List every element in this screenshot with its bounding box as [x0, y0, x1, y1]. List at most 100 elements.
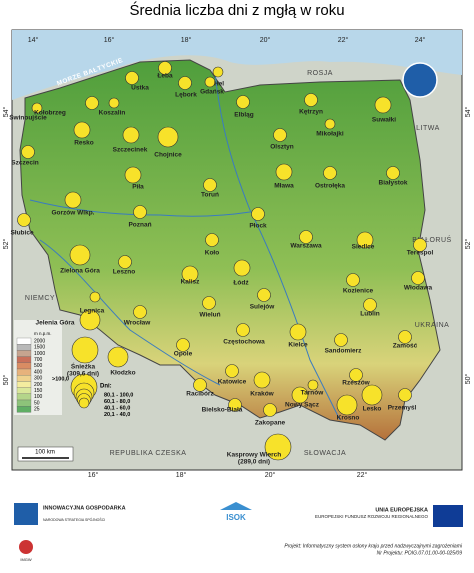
graticule-label: 20°: [265, 471, 276, 479]
fog-station: [398, 330, 412, 344]
station-name: Racibórz: [186, 391, 214, 398]
fog-station: [304, 93, 318, 107]
fog-station: [157, 126, 179, 148]
fog-station: [205, 233, 219, 247]
footer: INNOWACYJNA GOSPODARKA NARODOWA STRATEGI…: [14, 502, 463, 562]
station-name: Gorzów Wlkp.: [52, 210, 95, 217]
fog-station: [236, 323, 250, 337]
station-name: Częstochowa: [223, 339, 265, 346]
graticule-label: 24°: [415, 36, 426, 44]
station-name: Krosno: [337, 415, 360, 422]
imgw-logo: [402, 62, 438, 98]
station-name: Legnica: [80, 308, 105, 315]
fog-station: [31, 102, 43, 114]
elevation-swatch: [16, 381, 32, 388]
fog-station: [264, 433, 292, 461]
fog-station: [374, 96, 392, 114]
fog-station: [413, 238, 427, 252]
station-name: Kołobrzeg: [34, 110, 66, 117]
fog-station: [398, 388, 412, 402]
elevation-swatch: [16, 337, 32, 345]
fog-legend-class: 20,1 - 40,0: [104, 412, 130, 418]
graticule-label: 18°: [176, 471, 187, 479]
fog-station: [275, 163, 293, 181]
station-name: Hel: [214, 81, 224, 88]
fog-legend-circle: [78, 397, 90, 409]
station-name: Sulejów: [250, 304, 276, 311]
station-name: Nowy Sącz: [285, 402, 320, 409]
fog-station: [307, 379, 319, 391]
station-name: Kalisz: [181, 279, 201, 286]
station-name: Łeba: [157, 73, 173, 80]
eu-flag: [433, 505, 463, 527]
station-name: Wrocław: [124, 320, 152, 327]
fog-station: [178, 76, 192, 90]
station-name: Śnieżka: [71, 362, 96, 371]
eu-title: UNIA EUROPEJSKA: [375, 507, 428, 513]
station-name: Lublin: [360, 311, 380, 318]
fog-station: [181, 265, 199, 283]
station-name: Płock: [249, 223, 267, 230]
station-name: Leszno: [113, 269, 135, 276]
map-title: Średnia liczba dni z mgłą w roku: [129, 1, 344, 19]
elevation-level: 150: [34, 388, 43, 394]
station-name: Bielsko-Biała: [202, 407, 243, 414]
station-name: Tarnów: [301, 390, 325, 397]
country-label: SŁOWACJA: [304, 450, 346, 457]
fog-station: [69, 244, 91, 266]
fog-station: [289, 323, 307, 341]
fog-station: [125, 71, 139, 85]
station-name: Ustka: [131, 85, 149, 92]
elevation-level: 1000: [34, 351, 45, 357]
elevation-level: 200: [34, 382, 43, 388]
graticule-label: 20°: [260, 36, 271, 44]
station-name: Warszawa: [290, 243, 322, 250]
station-name: Katowice: [218, 379, 247, 386]
fog-station: [263, 403, 277, 417]
fog-legend-class: >100,0: [52, 376, 69, 382]
station-name: Kraków: [250, 391, 274, 398]
elevation-level: 700: [34, 357, 43, 363]
station-name: Kętrzyn: [299, 109, 323, 116]
scale-label: 100 km: [35, 450, 55, 456]
poland-land: [19, 59, 441, 441]
station-name: Jelenia Góra: [35, 320, 74, 327]
logo-imgw-text: IMGW: [20, 557, 32, 562]
elevation-level: 400: [34, 369, 43, 375]
elevation-level: 25: [34, 407, 40, 413]
station-name: Toruń: [201, 192, 219, 199]
elevation-swatch: [16, 356, 32, 363]
station-note: (289,0 dni): [238, 459, 270, 466]
fog-station: [107, 346, 129, 368]
fog-station: [363, 298, 377, 312]
graticule-label: 22°: [357, 471, 368, 479]
fog-station: [356, 231, 374, 249]
fog-station: [323, 166, 337, 180]
fog-legend-class: 40,1 - 60,0: [104, 405, 130, 411]
fog-station: [349, 368, 363, 382]
fog-station: [21, 145, 35, 159]
fog-station: [346, 273, 360, 287]
graticule-label: 50°: [2, 375, 10, 386]
station-name: Szczecin: [11, 160, 38, 167]
graticule-label: 16°: [88, 471, 99, 479]
station-name: Poznań: [128, 222, 151, 229]
elevation-unit: m n.p.m.: [34, 331, 52, 336]
station-name: Mikołajki: [316, 131, 344, 138]
fog-station: [158, 61, 172, 75]
station-name: Opole: [174, 351, 193, 358]
graticule-label: 52°: [2, 239, 10, 250]
elevation-level: 1500: [34, 345, 45, 351]
station-name: Szczecinek: [113, 147, 148, 154]
elevation-swatch: [16, 368, 32, 376]
fog-legend-class: 80,1 - 100,0: [104, 392, 133, 398]
graticule-label: 52°: [464, 239, 472, 250]
country-label: REPUBLIKA CZESKA: [110, 450, 187, 457]
graticule-label: 14°: [28, 36, 39, 44]
graticule-label: 54°: [464, 107, 472, 118]
fog-station: [193, 378, 207, 392]
fog-station: [73, 121, 91, 139]
fog-station: [89, 291, 101, 303]
fog-station: [17, 213, 31, 227]
